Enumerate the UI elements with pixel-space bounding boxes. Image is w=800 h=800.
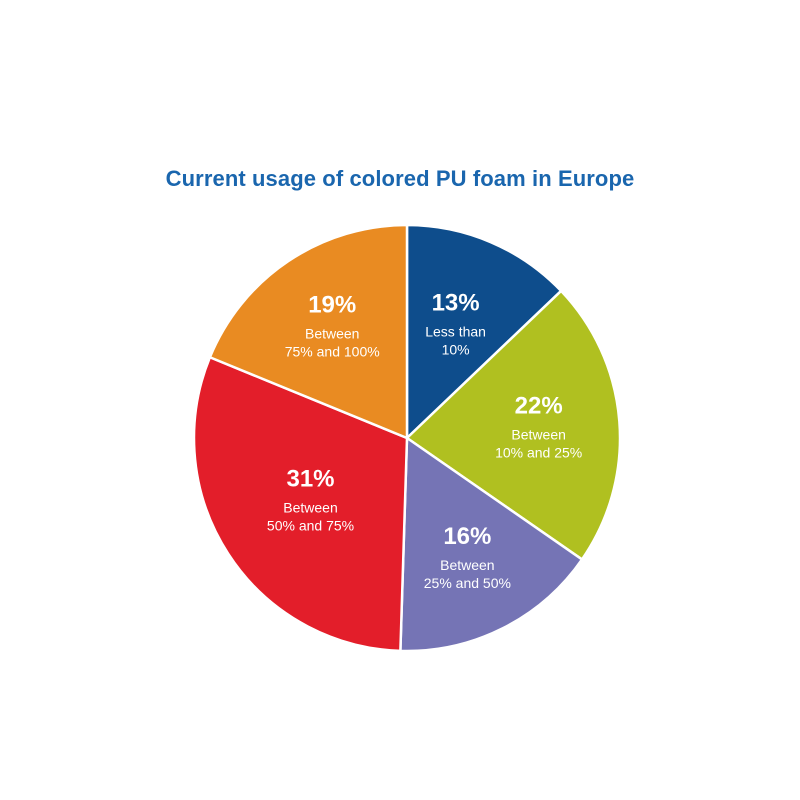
slice-label-group-5: 19% Between 75% and 100%: [285, 292, 380, 360]
slice-percent-label: 22%: [515, 393, 563, 420]
slice-label-group-4: 31% Between 50% and 75%: [267, 466, 354, 534]
slice-category-label: 25% and 50%: [424, 575, 511, 591]
pie-slice-19pct: [208, 223, 409, 440]
slice-category-label: Between: [283, 500, 337, 516]
pie-slice-16pct: [399, 436, 584, 653]
slice-category-label: Between: [440, 557, 494, 573]
slice-percent-label: 16%: [443, 523, 491, 550]
slice-category-label: Between: [511, 427, 565, 443]
slice-category-label: 75% and 100%: [285, 344, 380, 360]
chart-title: Current usage of colored PU foam in Euro…: [165, 166, 635, 191]
slice-category-label: 50% and 75%: [267, 518, 354, 534]
slice-category-label: 10% and 25%: [495, 445, 582, 461]
slice-percent-label: 13%: [432, 289, 480, 316]
pie-slice-13pct: [405, 223, 563, 440]
slice-label-group-1: 13% Less than 10%: [425, 289, 486, 357]
slice-category-label: 10%: [442, 341, 470, 357]
slice-category-label: Between: [305, 326, 359, 342]
slice-percent-label: 19%: [308, 292, 356, 319]
pie-slice-31pct: [192, 356, 409, 653]
pie-slice-22pct: [405, 289, 622, 561]
slice-label-group-2: 22% Between 10% and 25%: [495, 393, 582, 461]
slice-label-group-3: 16% Between 25% and 50%: [424, 523, 511, 591]
slice-category-label: Less than: [425, 323, 486, 339]
slice-percent-label: 31%: [286, 466, 334, 493]
